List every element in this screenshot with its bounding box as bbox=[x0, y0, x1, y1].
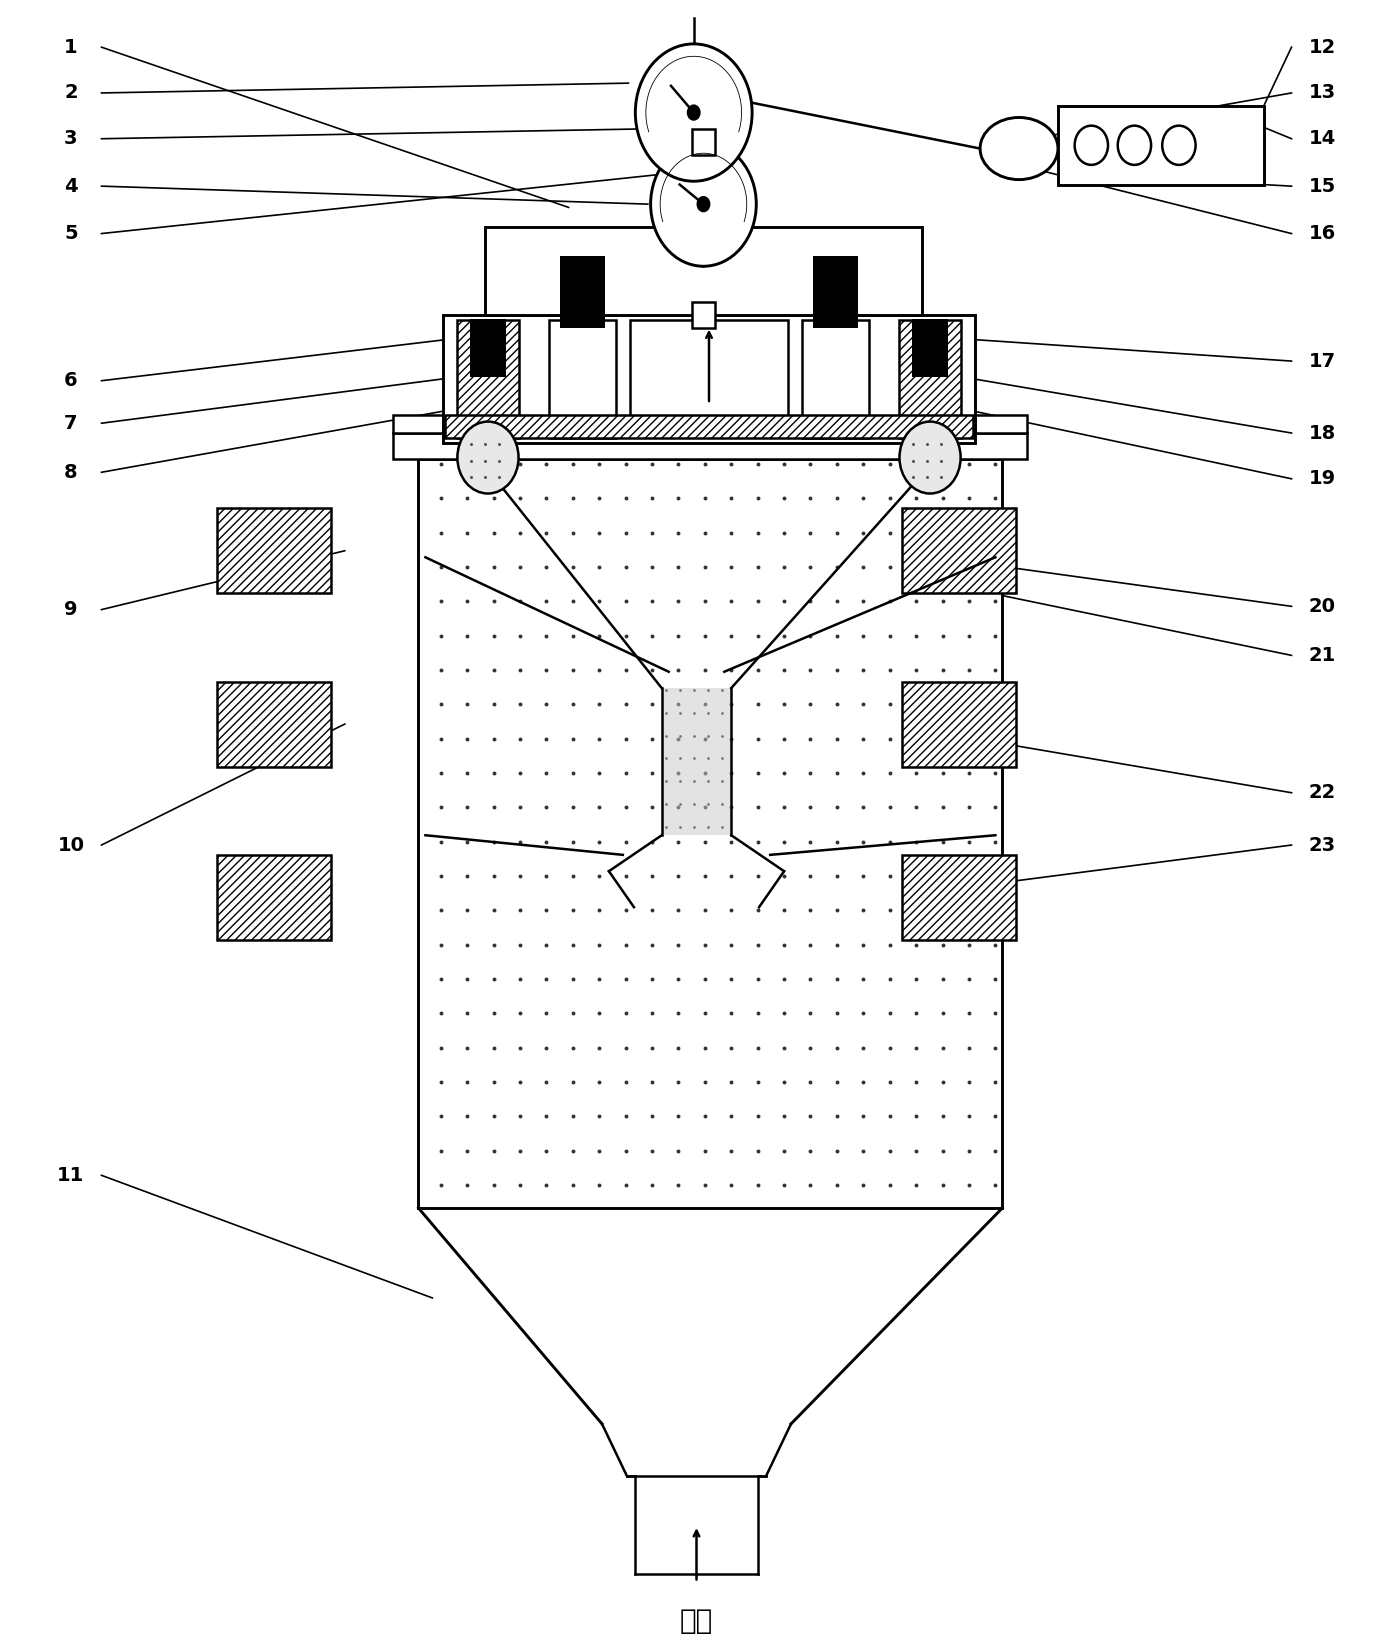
Text: 23: 23 bbox=[1308, 836, 1336, 854]
Text: 22: 22 bbox=[1308, 784, 1336, 802]
Text: 液体: 液体 bbox=[680, 1607, 713, 1635]
Bar bbox=[393, 434, 1028, 458]
Text: 13: 13 bbox=[1308, 84, 1336, 102]
Bar bbox=[393, 414, 443, 434]
Circle shape bbox=[457, 422, 518, 493]
Bar bbox=[692, 302, 715, 329]
Bar bbox=[549, 320, 616, 439]
Text: 11: 11 bbox=[57, 1167, 85, 1185]
Circle shape bbox=[651, 141, 756, 266]
Bar bbox=[903, 682, 1017, 767]
Ellipse shape bbox=[981, 117, 1057, 179]
Text: 3: 3 bbox=[64, 130, 78, 148]
Text: 14: 14 bbox=[1308, 130, 1336, 148]
Text: 21: 21 bbox=[1308, 646, 1336, 665]
Bar bbox=[1057, 107, 1263, 184]
Bar bbox=[217, 854, 332, 940]
Bar bbox=[217, 508, 332, 593]
Circle shape bbox=[1074, 125, 1107, 164]
Bar bbox=[903, 854, 1017, 940]
Bar bbox=[903, 508, 1017, 593]
Text: 19: 19 bbox=[1308, 470, 1336, 488]
Bar bbox=[692, 214, 715, 240]
Circle shape bbox=[1162, 125, 1195, 164]
Text: 18: 18 bbox=[1308, 424, 1336, 442]
Bar bbox=[900, 320, 961, 439]
Text: 15: 15 bbox=[1308, 177, 1336, 196]
Bar bbox=[443, 315, 975, 444]
Circle shape bbox=[687, 105, 701, 120]
Bar bbox=[444, 416, 974, 439]
Bar bbox=[662, 688, 731, 835]
Text: 16: 16 bbox=[1308, 223, 1336, 243]
Text: 6: 6 bbox=[64, 371, 78, 389]
Text: 17: 17 bbox=[1308, 352, 1336, 371]
Bar bbox=[975, 414, 1028, 434]
Text: 9: 9 bbox=[64, 600, 78, 619]
Text: 7: 7 bbox=[64, 414, 78, 432]
Text: 10: 10 bbox=[57, 836, 85, 854]
Bar bbox=[418, 458, 1003, 1208]
Bar bbox=[469, 319, 506, 378]
Text: 1: 1 bbox=[64, 38, 78, 56]
Text: 8: 8 bbox=[64, 463, 78, 481]
Bar bbox=[814, 256, 858, 329]
Bar bbox=[912, 319, 949, 378]
Bar bbox=[485, 227, 922, 315]
Text: 12: 12 bbox=[1308, 38, 1336, 56]
Text: 20: 20 bbox=[1308, 596, 1336, 616]
Bar bbox=[630, 320, 788, 421]
Circle shape bbox=[1117, 125, 1151, 164]
Text: 4: 4 bbox=[64, 177, 78, 196]
Text: 2: 2 bbox=[64, 84, 78, 102]
Text: 5: 5 bbox=[64, 223, 78, 243]
Circle shape bbox=[635, 44, 752, 181]
Circle shape bbox=[696, 196, 710, 212]
Bar bbox=[560, 256, 605, 329]
Bar bbox=[692, 128, 715, 154]
Bar bbox=[457, 320, 518, 439]
Bar bbox=[802, 320, 869, 439]
Bar bbox=[217, 682, 332, 767]
Circle shape bbox=[900, 422, 961, 493]
